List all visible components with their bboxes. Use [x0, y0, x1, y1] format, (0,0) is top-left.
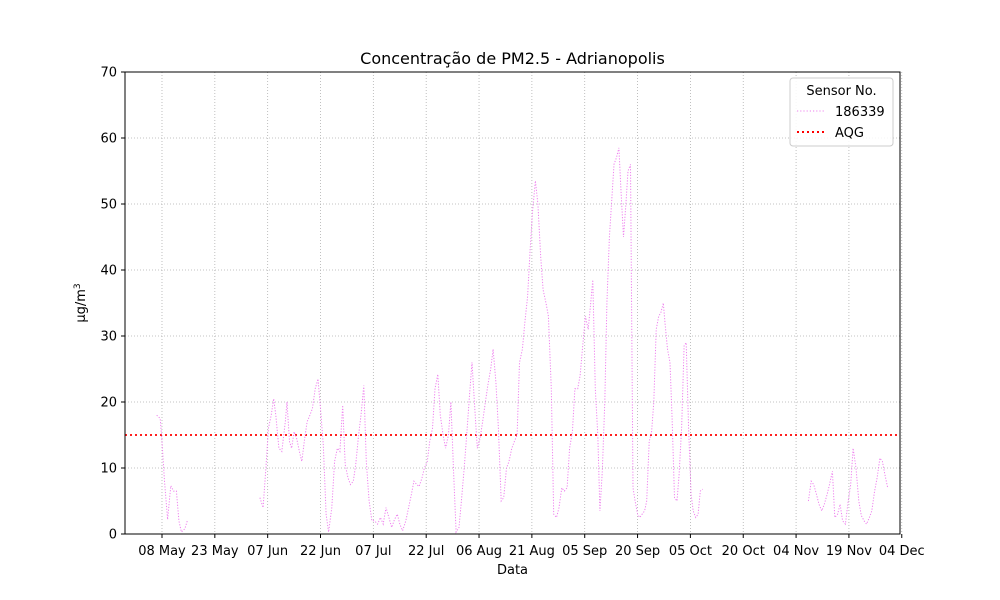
x-tick-label-5: 22 Jul — [408, 544, 444, 559]
x-tick-label-6: 06 Aug — [456, 544, 502, 559]
x-tick-label-3: 22 Jun — [300, 544, 341, 559]
series-186339-segment-0 — [156, 414, 189, 533]
y-tick-label-4: 40 — [100, 264, 117, 279]
chart-title: Concentração de PM2.5 - Adrianopolis — [360, 49, 665, 68]
x-tick-label-10: 05 Oct — [669, 544, 712, 559]
y-tick-label-2: 20 — [100, 396, 117, 411]
plot-area-frame — [124, 71, 901, 535]
y-tick-label-7: 70 — [100, 66, 117, 81]
x-axis-ticks: 08 May 23 May 07 Jun 22 Jun 07 Jul 22 Jul 06 A… — [138, 534, 925, 559]
legend-title: Sensor No. — [806, 84, 876, 99]
y-tick-label-1: 10 — [100, 462, 117, 477]
legend-label-aqg: AQG — [835, 126, 864, 141]
x-tick-label-2: 07 Jun — [247, 544, 288, 559]
y-axis-label: μg/m3 — [73, 283, 89, 322]
x-tick-label-4: 07 Jul — [355, 544, 391, 559]
x-tick-label-8: 05 Sep — [562, 544, 607, 559]
grid-lines — [125, 71, 903, 535]
x-tick-label-9: 20 Sep — [615, 544, 660, 559]
series-186339-segment-1 — [259, 147, 704, 534]
x-tick-label-13: 19 Nov — [826, 544, 872, 559]
x-tick-label-14: 04 Dec — [879, 544, 925, 559]
y-tick-label-3: 30 — [100, 330, 117, 345]
y-axis-label-main: μg/m — [74, 289, 89, 323]
series-layer — [156, 147, 889, 534]
legend-box — [789, 77, 894, 147]
y-axis-label-superscript: 3 — [73, 283, 83, 289]
x-tick-label-11: 20 Oct — [722, 544, 765, 559]
x-tick-label-7: 21 Aug — [509, 544, 555, 559]
y-tick-label-6: 60 — [100, 132, 117, 147]
x-tick-label-0: 08 May — [138, 544, 186, 559]
legend: Sensor No. 186339 AQG — [789, 77, 894, 147]
x-tick-label-12: 04 Nov — [773, 544, 819, 559]
legend-label-186339: 186339 — [835, 105, 885, 120]
y-tick-label-5: 50 — [100, 198, 117, 213]
y-tick-label-0: 0 — [109, 528, 117, 543]
x-tick-label-1: 23 May — [191, 544, 239, 559]
x-axis-label: Data — [497, 563, 528, 578]
series-186339-segment-2 — [807, 448, 889, 526]
y-axis-ticks: 0 10 20 30 40 50 60 70 — [100, 66, 125, 543]
